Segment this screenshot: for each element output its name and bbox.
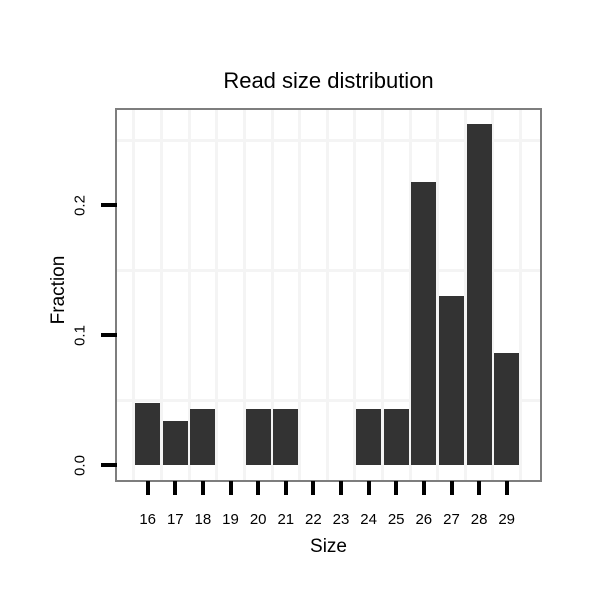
minor-gridline-vertical: [160, 110, 163, 480]
minor-gridline-horizontal: [117, 138, 540, 142]
y-tick-label-0.0: 0.0: [71, 454, 89, 476]
x-tick-label-24: 24: [360, 511, 377, 528]
chart-title: Read size distribution: [223, 68, 434, 93]
x-tick-label-22: 22: [305, 511, 322, 528]
x-tick-label-18: 18: [194, 511, 212, 528]
minor-gridline-vertical: [436, 110, 440, 480]
bar-size-28: [466, 124, 492, 465]
x-tick-19: [228, 481, 233, 495]
minor-gridline-vertical: [298, 110, 302, 480]
bar-size-25: [383, 409, 409, 465]
bar-size-20: [245, 409, 271, 465]
minor-gridline-vertical: [463, 110, 467, 480]
x-tick-24: [366, 481, 371, 495]
bar-size-21: [273, 409, 299, 465]
x-tick-26: [421, 481, 426, 495]
x-tick-label-20: 20: [249, 511, 267, 528]
minor-gridline-vertical: [380, 110, 384, 480]
bar-size-26: [411, 181, 437, 465]
bar-size-16: [135, 402, 161, 465]
minor-gridline-vertical: [132, 110, 136, 480]
x-tick-25: [394, 481, 399, 495]
x-tick-label-19: 19: [222, 511, 239, 528]
x-tick-29: [504, 481, 509, 495]
minor-gridline-vertical: [491, 110, 495, 480]
x-tick-label-27: 27: [443, 511, 460, 528]
x-tick-18: [200, 481, 205, 495]
minor-gridline-horizontal: [117, 268, 540, 272]
minor-gridline-vertical: [353, 110, 357, 480]
x-tick-21: [283, 481, 288, 495]
x-tick-label-28: 28: [470, 511, 488, 528]
minor-gridline-vertical: [187, 110, 191, 480]
x-tick-17: [173, 481, 178, 495]
x-axis-title: Size: [310, 536, 347, 557]
x-tick-label-21: 21: [277, 511, 295, 528]
bar-size-18: [190, 409, 216, 465]
x-tick-20: [256, 481, 261, 495]
chart-panel: [115, 108, 542, 482]
x-tick-label-16: 16: [139, 511, 157, 528]
minor-gridline-horizontal: [117, 398, 540, 402]
y-tick-0.0: [101, 463, 117, 467]
minor-gridline-vertical: [325, 110, 329, 480]
bar-size-27: [439, 296, 464, 465]
minor-gridline-vertical: [215, 110, 219, 480]
x-tick-27: [449, 481, 454, 495]
bar-size-24: [356, 409, 382, 465]
x-tick-label-29: 29: [498, 511, 516, 528]
minor-gridline-vertical: [408, 110, 412, 480]
y-tick-0.1: [101, 333, 117, 337]
x-tick-22: [311, 481, 316, 495]
bar-size-29: [494, 353, 520, 465]
y-axis-title: Fraction: [48, 255, 69, 325]
bar-size-17: [162, 420, 188, 465]
minor-gridline-vertical: [242, 110, 246, 480]
x-tick-16: [145, 481, 150, 495]
minor-gridline-vertical: [270, 110, 274, 480]
x-tick-28: [477, 481, 482, 495]
x-tick-label-26: 26: [415, 511, 433, 528]
minor-gridline-vertical: [519, 110, 522, 480]
y-tick-0.2: [101, 203, 117, 207]
x-tick-label-17: 17: [166, 511, 184, 528]
y-tick-label-0.1: 0.1: [71, 324, 89, 346]
x-tick-label-25: 25: [387, 511, 405, 528]
y-tick-label-0.2: 0.2: [71, 194, 89, 216]
x-tick-23: [339, 481, 343, 495]
x-tick-label-23: 23: [332, 511, 350, 528]
